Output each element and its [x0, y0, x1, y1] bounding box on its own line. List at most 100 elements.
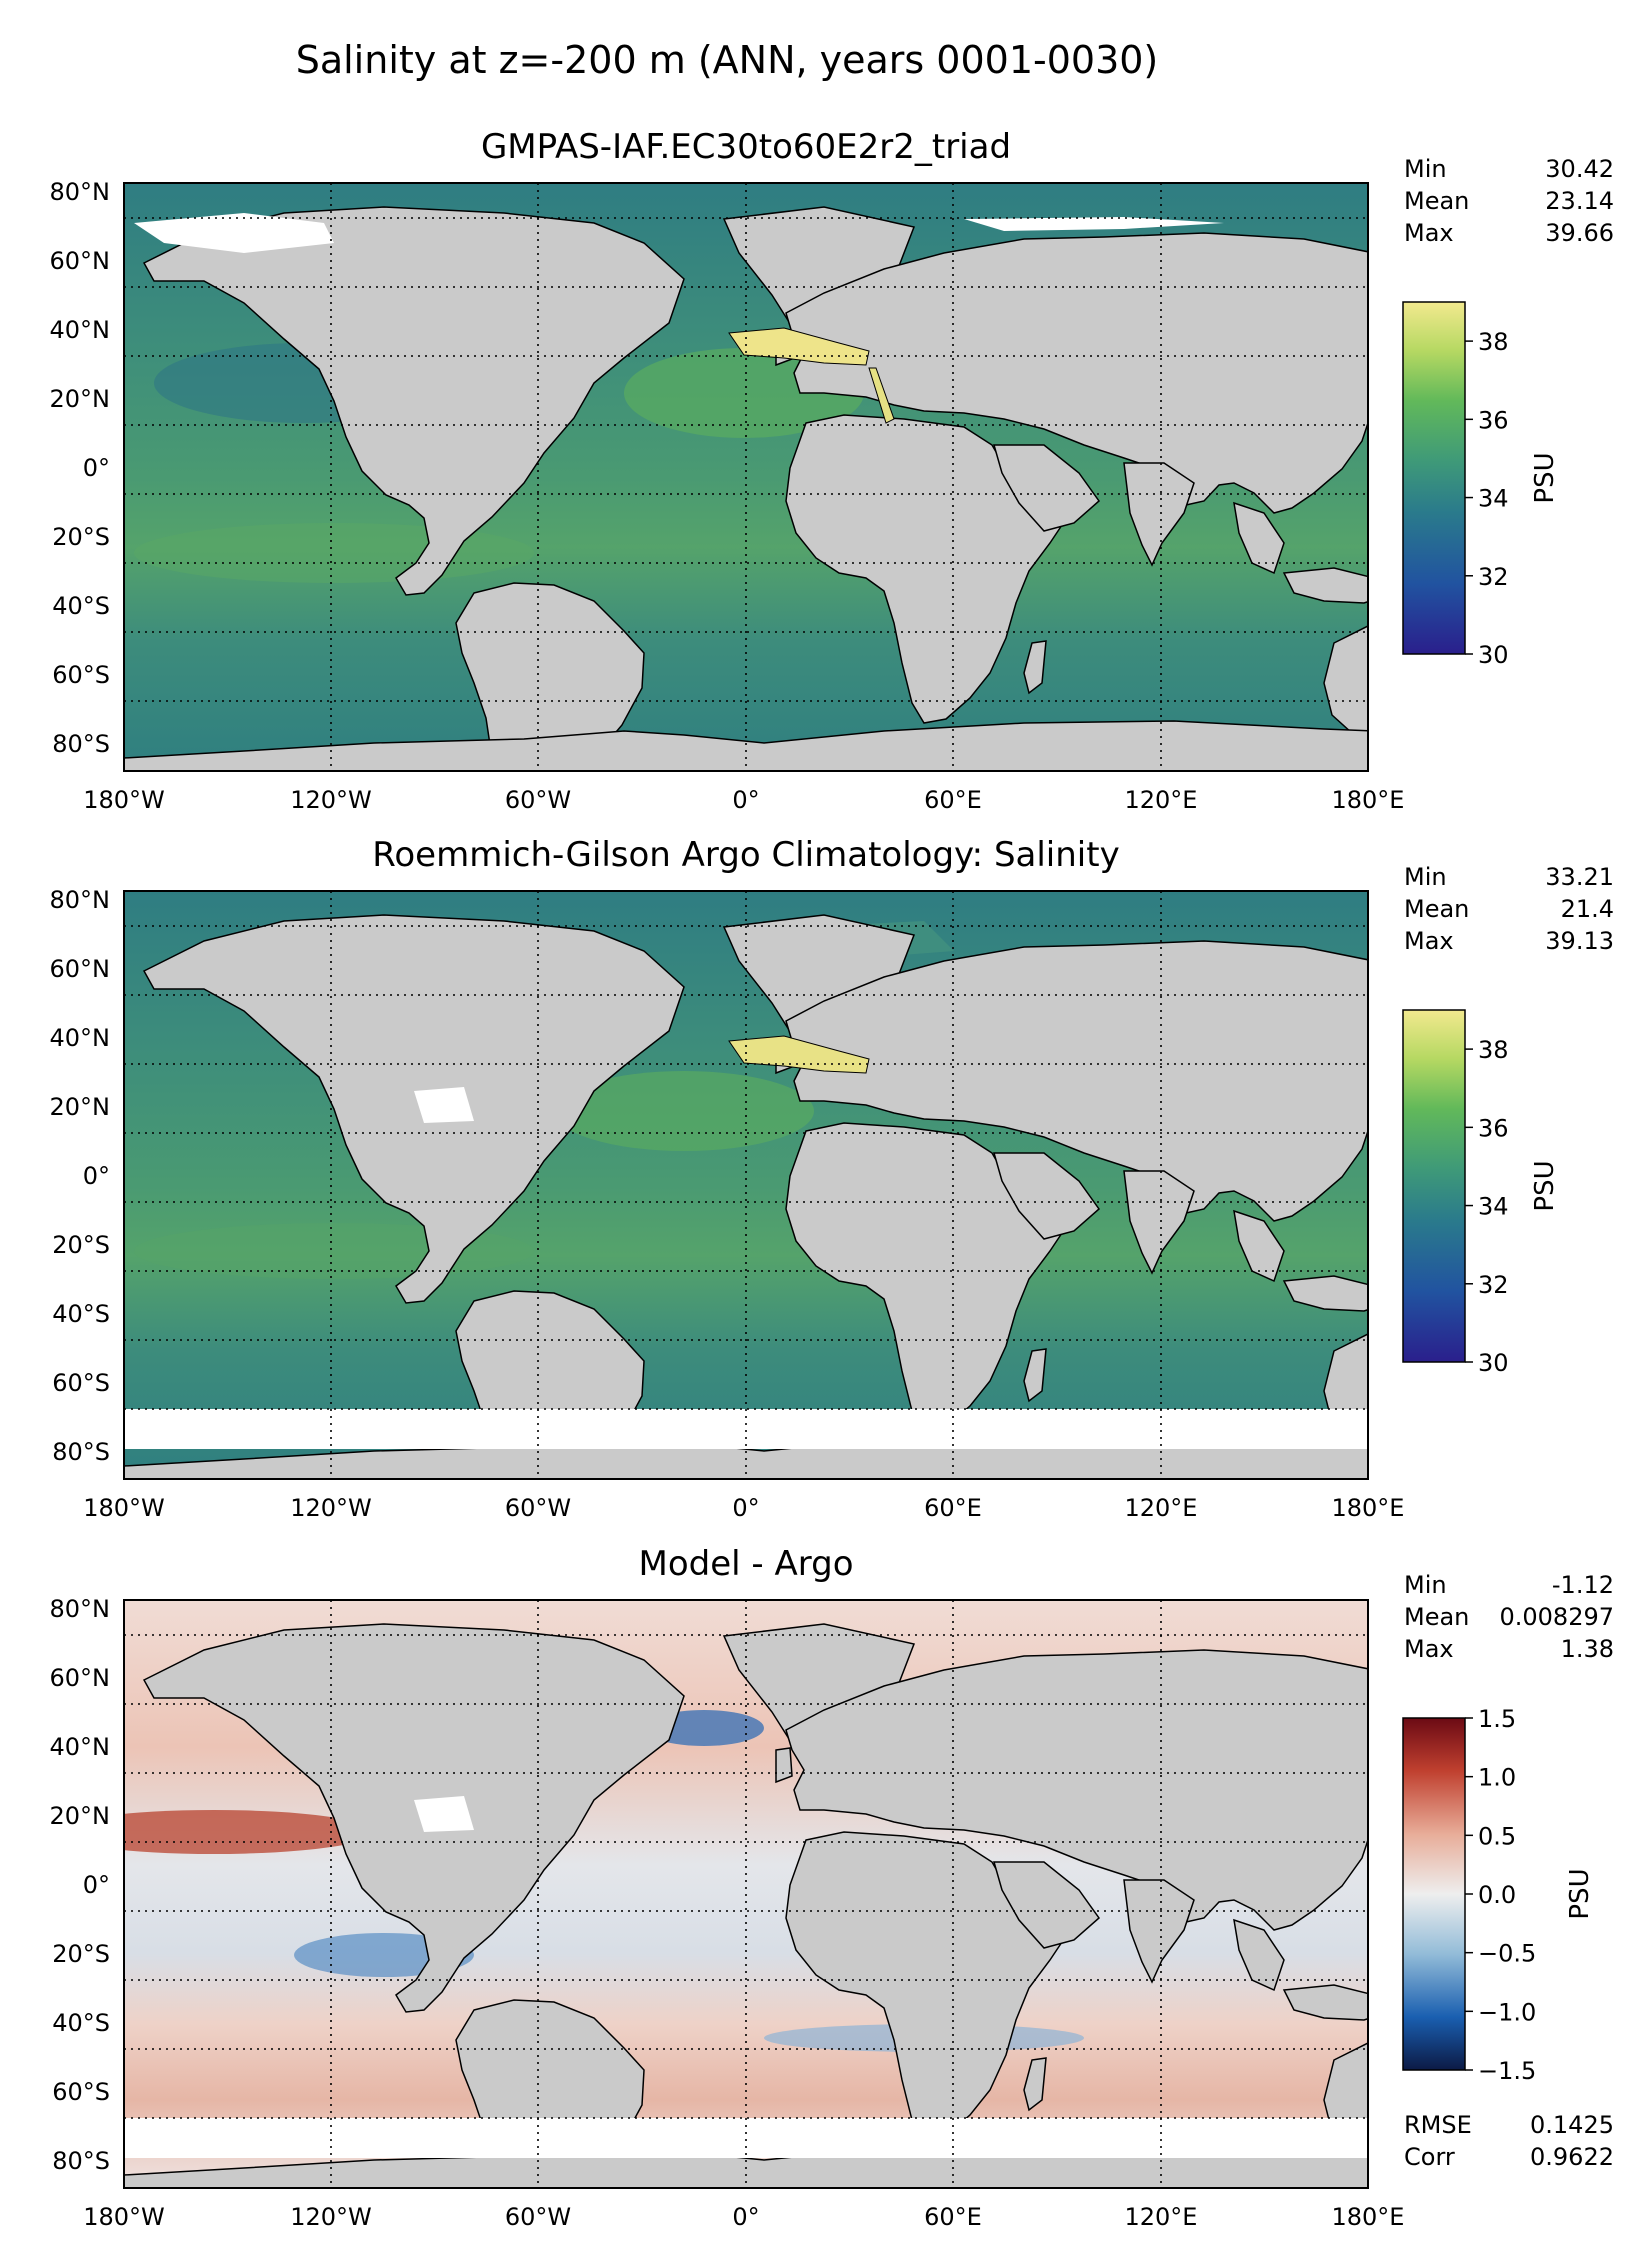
colorbar-tick-label: 36: [1478, 1114, 1509, 1142]
southern-no-data: [124, 1409, 1368, 1449]
arctic-no-data: [964, 217, 1224, 231]
y-tick-label: 40°N: [50, 316, 111, 344]
y-tick-label: 0°: [83, 454, 110, 482]
x-tick-label: 120°E: [1125, 1494, 1198, 1522]
stat-label-min: Min: [1404, 1571, 1447, 1599]
stat-value-min: 33.21: [1545, 863, 1614, 891]
y-tick-labels: 80°N 60°N 40°N 20°N 0° 20°S 40°S 60°S 80…: [50, 886, 111, 1466]
y-tick-label: 80°S: [52, 2147, 110, 2175]
x-tick-labels: 180°W 120°W 60°W 0° 60°E 120°E 180°E: [83, 1494, 1404, 1522]
colorbar-gradient: [1402, 1009, 1466, 1363]
mediterranean-sea: [728, 1035, 870, 1074]
panel-observations: Roemmich-Gilson Argo Climatology: Salini…: [50, 835, 1405, 1522]
gulf-no-data: [414, 1796, 474, 1832]
y-tick-label: 20°S: [52, 1940, 110, 1968]
x-tick-label: 60°E: [924, 786, 982, 814]
stat-value-max: 39.13: [1545, 927, 1614, 955]
x-tick-label: 180°E: [1332, 1494, 1405, 1522]
x-tick-label: 120°E: [1125, 786, 1198, 814]
map-frame: [123, 890, 1369, 1480]
y-tick-label: 40°N: [50, 1733, 111, 1761]
y-tick-label: 40°N: [50, 1024, 111, 1052]
gridlines: [124, 183, 1368, 771]
colorbar-gradient: [1402, 1717, 1466, 2071]
y-tick-label: 40°S: [52, 592, 110, 620]
y-tick-labels: 80°N 60°N 40°N 20°N 0° 20°S 40°S 60°S 80…: [50, 178, 111, 758]
y-tick-label: 80°N: [50, 886, 111, 914]
x-tick-label: 0°: [732, 2203, 759, 2231]
x-tick-label: 60°E: [924, 2203, 982, 2231]
x-tick-label: 60°W: [505, 1494, 571, 1522]
stat-label-mean: Mean: [1404, 895, 1469, 923]
panel-title: Roemmich-Gilson Argo Climatology: Salini…: [372, 835, 1119, 875]
colorbar-tick-label: 34: [1478, 1193, 1509, 1221]
y-tick-label: 20°N: [50, 1802, 111, 1830]
gridlines: [124, 1600, 1368, 2188]
y-tick-label: 20°N: [50, 385, 111, 413]
colorbar-tick-label: 1.0: [1478, 1764, 1516, 1792]
colorbar-tick-label: 36: [1478, 406, 1509, 434]
x-tick-labels: 180°W 120°W 60°W 0° 60°E 120°E 180°E: [83, 2203, 1404, 2231]
x-tick-label: 180°W: [83, 2203, 165, 2231]
y-tick-label: 80°S: [52, 1438, 110, 1466]
x-tick-label: 0°: [732, 786, 759, 814]
x-tick-label: 60°W: [505, 786, 571, 814]
stat-value-mean: 21.4: [1561, 895, 1614, 923]
y-tick-label: 40°S: [52, 1300, 110, 1328]
panel-title: GMPAS-IAF.EC30to60E2r2_triad: [481, 127, 1011, 167]
x-tick-label: 120°W: [290, 1494, 372, 1522]
y-tick-label: 60°S: [52, 2078, 110, 2106]
stat-label-mean: Mean: [1404, 1603, 1469, 1631]
x-tick-labels: 180°W 120°W 60°W 0° 60°E 120°E 180°E: [83, 786, 1404, 814]
colorbar: −1.5 −1.0 −0.5 0.0 0.5 1.0 1.5 PSU: [1402, 1705, 1595, 2085]
x-tick-label: 180°E: [1332, 2203, 1405, 2231]
y-tick-label: 80°N: [50, 178, 111, 206]
stat-value-mean: 0.008297: [1499, 1603, 1614, 1631]
y-tick-label: 20°S: [52, 1231, 110, 1259]
colorbar-tick-label: 0.0: [1478, 1881, 1516, 1909]
stat-value-min: 30.42: [1545, 155, 1614, 183]
x-tick-label: 180°E: [1332, 786, 1405, 814]
y-tick-label: 60°N: [50, 247, 111, 275]
colorbar-label: PSU: [1530, 452, 1560, 503]
x-tick-label: 180°W: [83, 1494, 165, 1522]
x-tick-label: 0°: [732, 1494, 759, 1522]
stat-label-max: Max: [1404, 1635, 1454, 1663]
y-tick-label: 0°: [83, 1871, 110, 1899]
x-tick-label: 180°W: [83, 786, 165, 814]
colorbar-tick-label: −1.5: [1478, 2057, 1536, 2085]
arctic-no-data: [134, 213, 334, 253]
stat-value-max: 1.38: [1561, 1635, 1614, 1663]
colorbar-label: PSU: [1530, 1160, 1560, 1211]
atlantic-salty-tongue: [554, 1071, 814, 1151]
colorbar-tick-label: 1.5: [1478, 1705, 1516, 1733]
y-tick-label: 20°S: [52, 523, 110, 551]
stat-value-max: 39.66: [1545, 219, 1614, 247]
stat-label-max: Max: [1404, 927, 1454, 955]
stat-label-max: Max: [1404, 219, 1454, 247]
red-sea: [868, 367, 895, 424]
colorbar: 30 32 34 36 38 PSU: [1402, 301, 1560, 669]
colorbar-ticks: −1.5 −1.0 −0.5 0.0 0.5 1.0 1.5: [1465, 1705, 1536, 2085]
colorbar-ticks: 30 32 34 36 38: [1465, 1036, 1509, 1377]
positive-bias-band: [124, 1810, 374, 1854]
stat-label-rmse: RMSE: [1404, 2111, 1472, 2139]
y-tick-label: 0°: [83, 1162, 110, 1190]
x-tick-label: 120°W: [290, 786, 372, 814]
stat-label-mean: Mean: [1404, 187, 1469, 215]
colorbar-tick-label: 0.5: [1478, 1822, 1516, 1850]
stats-box: Min -1.12 Mean 0.008297 Max 1.38 RMSE 0.…: [1404, 1571, 1614, 2171]
colorbar-ticks: 30 32 34 36 38: [1465, 328, 1509, 669]
panel-title: Model - Argo: [639, 1544, 854, 1584]
y-tick-label: 60°N: [50, 1664, 111, 1692]
stats-box: Min 30.42 Mean 23.14 Max 39.66: [1404, 155, 1614, 247]
stat-label-corr: Corr: [1404, 2143, 1455, 2171]
colorbar-tick-label: 30: [1478, 1349, 1509, 1377]
colorbar-tick-label: −1.0: [1478, 1998, 1536, 2026]
mediterranean-sea: [728, 327, 870, 366]
x-tick-label: 60°E: [924, 1494, 982, 1522]
stat-value-rmse: 0.1425: [1530, 2111, 1614, 2139]
stat-value-mean: 23.14: [1545, 187, 1614, 215]
colorbar-tick-label: 32: [1478, 1271, 1509, 1299]
